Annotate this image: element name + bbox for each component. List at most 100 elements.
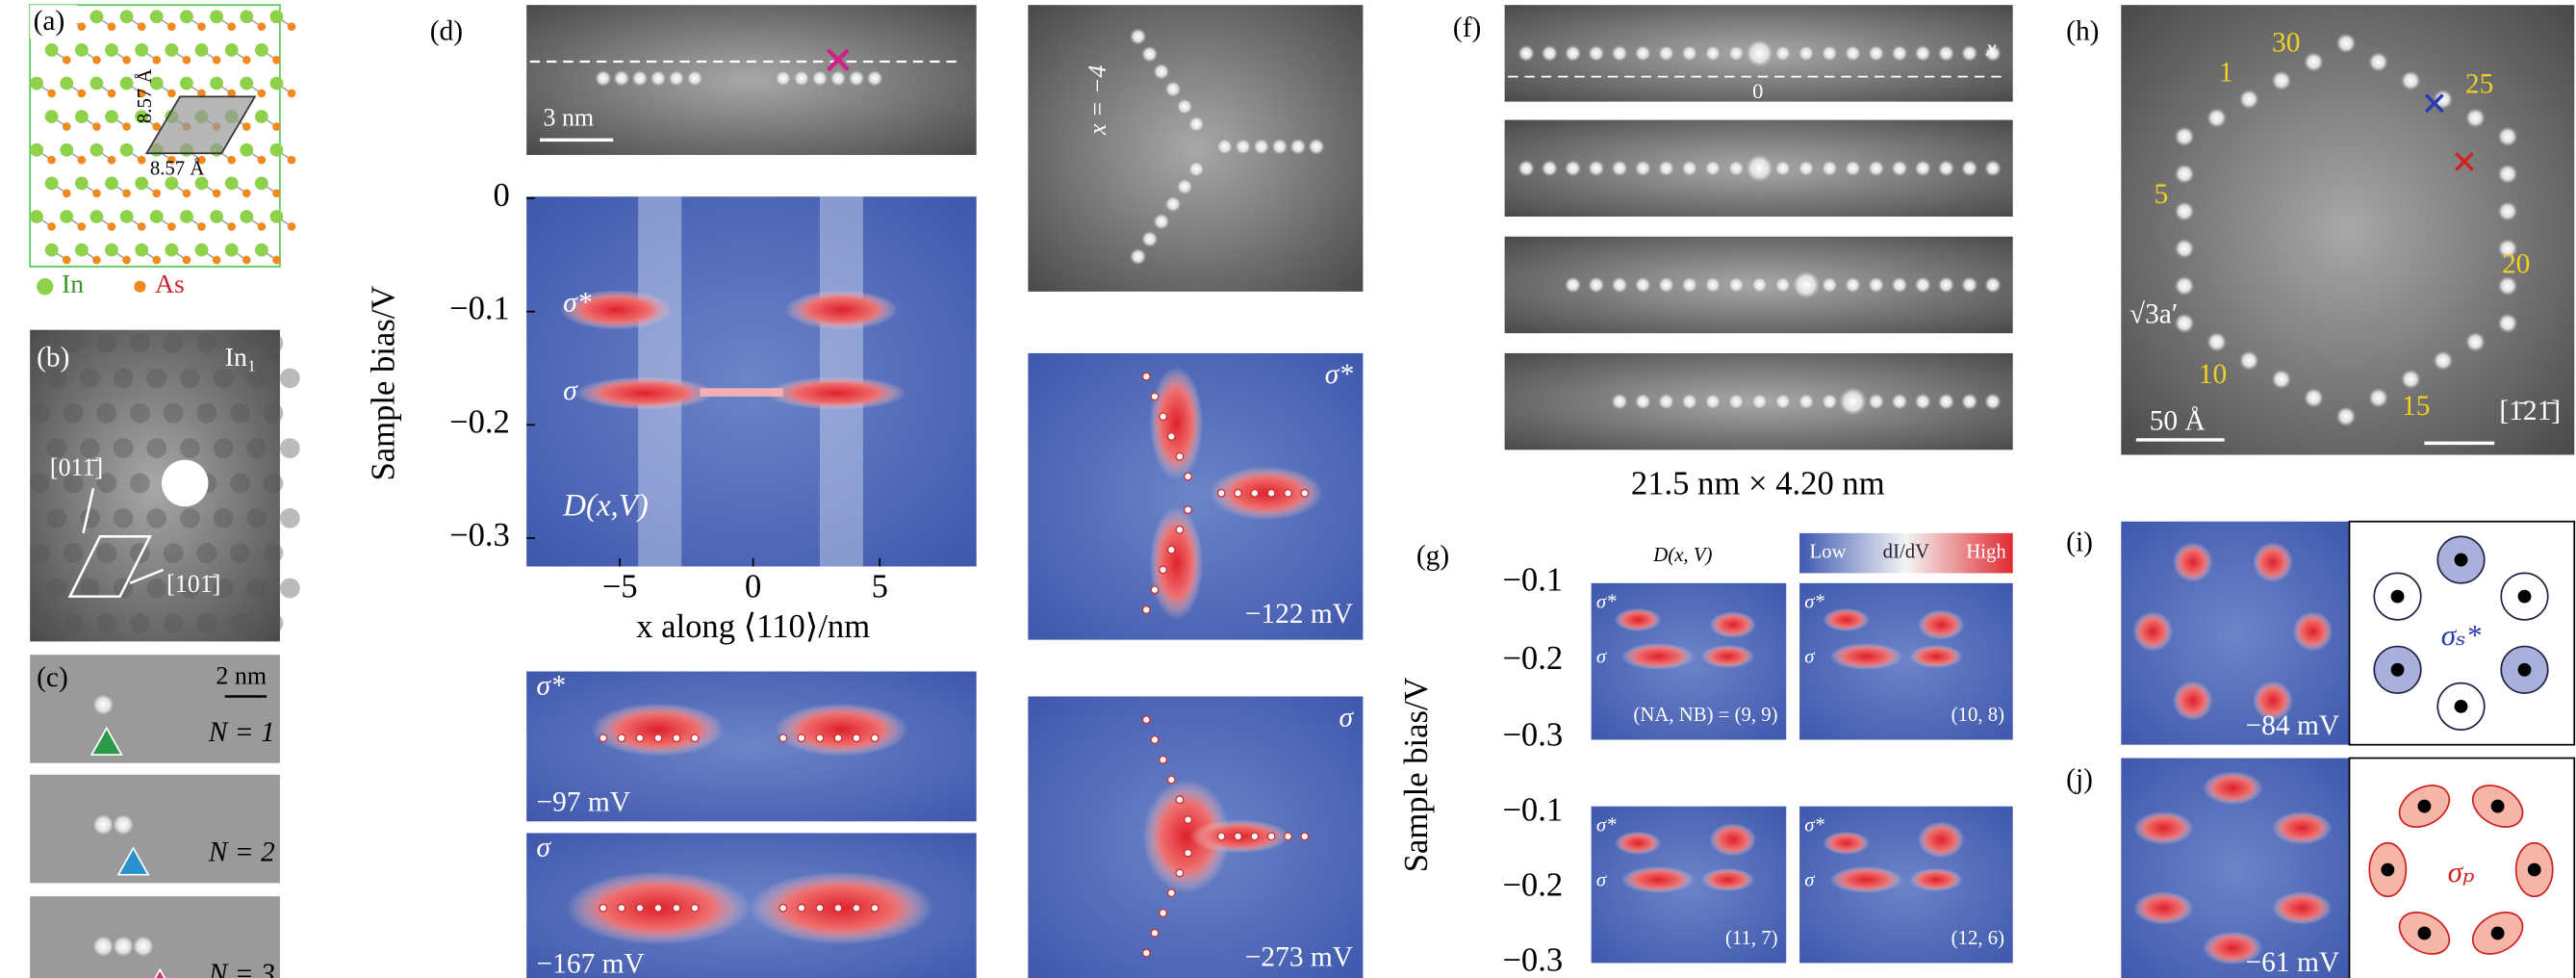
lattice-spot xyxy=(30,402,50,424)
atom xyxy=(1798,160,1815,177)
colorbar xyxy=(1799,532,2013,574)
as-atom xyxy=(212,189,221,198)
label: −0.1 xyxy=(1502,562,1563,599)
as-atom xyxy=(62,122,71,131)
label: 30 xyxy=(2272,27,2300,58)
atom xyxy=(2433,350,2454,371)
atom xyxy=(2497,313,2518,334)
site xyxy=(1150,928,1160,938)
atom xyxy=(1984,393,2002,410)
lattice-spot xyxy=(279,578,300,599)
atom xyxy=(631,69,649,88)
lattice-spot xyxy=(196,402,217,424)
atom xyxy=(1727,393,1745,410)
label: 3 nm xyxy=(543,104,594,132)
atom xyxy=(1289,138,1307,155)
lattice-spot xyxy=(180,438,200,458)
atom xyxy=(595,69,612,88)
atom xyxy=(1774,160,1792,177)
atom xyxy=(2368,52,2389,72)
label: (c) xyxy=(37,662,68,693)
atom xyxy=(1564,160,1582,177)
atom xyxy=(1891,276,1908,294)
site xyxy=(1141,948,1151,958)
label: In xyxy=(62,269,84,298)
legend-as xyxy=(134,280,146,293)
site-dot xyxy=(2390,589,2405,604)
in-atom xyxy=(194,43,209,57)
atom xyxy=(686,69,703,88)
lattice-spot xyxy=(163,543,184,564)
atom xyxy=(2497,238,2518,259)
atom xyxy=(1611,393,1628,410)
atom xyxy=(1868,393,1885,410)
in-atom xyxy=(254,243,268,257)
lobe xyxy=(766,376,906,410)
atom xyxy=(2206,108,2228,128)
label: x xyxy=(1985,35,1997,61)
label: σ* xyxy=(1596,590,1617,612)
atom xyxy=(1253,138,1270,155)
atom xyxy=(1891,160,1908,177)
in-atom xyxy=(119,76,134,90)
lattice-spot xyxy=(30,333,50,353)
lobe xyxy=(1614,607,1662,631)
lattice-spot xyxy=(46,368,67,389)
atom xyxy=(1187,116,1205,133)
lobe xyxy=(1614,831,1662,855)
lobe xyxy=(2272,811,2333,845)
as-atom xyxy=(257,89,267,98)
site xyxy=(815,734,825,743)
site xyxy=(1141,372,1151,381)
site xyxy=(617,903,626,913)
atom xyxy=(1844,160,1862,177)
atom xyxy=(1176,178,1193,195)
label: 0 xyxy=(1752,79,1763,103)
in-atom xyxy=(269,76,284,90)
in-atom xyxy=(210,210,224,223)
label: −0.1 xyxy=(449,291,510,327)
as-atom xyxy=(62,255,71,265)
lattice-spot xyxy=(229,543,250,564)
in-atom xyxy=(135,110,149,124)
atom xyxy=(1914,44,1931,63)
in-atom xyxy=(105,243,118,257)
cross xyxy=(827,48,850,72)
lattice-spot xyxy=(30,473,50,494)
as-atom xyxy=(167,89,176,98)
atom xyxy=(2335,406,2357,427)
atom xyxy=(1657,276,1675,294)
image-panel xyxy=(30,774,280,884)
in-atom xyxy=(119,10,134,24)
image-panel xyxy=(30,655,280,763)
site-dot xyxy=(2417,799,2432,813)
lattice-spot xyxy=(213,507,234,528)
lobe xyxy=(2253,681,2293,721)
atom xyxy=(2174,313,2195,334)
site xyxy=(653,903,663,913)
site xyxy=(1166,431,1176,441)
atom xyxy=(2174,275,2195,296)
lattice-spot xyxy=(229,612,250,633)
label: 0 xyxy=(494,177,510,214)
in-atom xyxy=(165,176,179,191)
site xyxy=(690,734,700,743)
lobe xyxy=(559,290,674,330)
lattice-spot xyxy=(180,368,200,389)
atom xyxy=(1727,44,1745,63)
site-dot xyxy=(2527,862,2541,877)
in-atom xyxy=(269,142,284,157)
lattice-spot xyxy=(229,402,250,424)
site xyxy=(1150,734,1160,744)
atom xyxy=(1844,44,1862,63)
label: [011̄] xyxy=(50,453,103,481)
site xyxy=(1166,888,1176,898)
as-atom xyxy=(47,222,57,231)
atom xyxy=(1541,44,1559,63)
lobe xyxy=(1620,643,1696,670)
lattice-spot xyxy=(130,473,150,494)
in-atom xyxy=(224,176,239,191)
label: −0.3 xyxy=(449,517,510,553)
lattice-spot xyxy=(146,578,167,599)
